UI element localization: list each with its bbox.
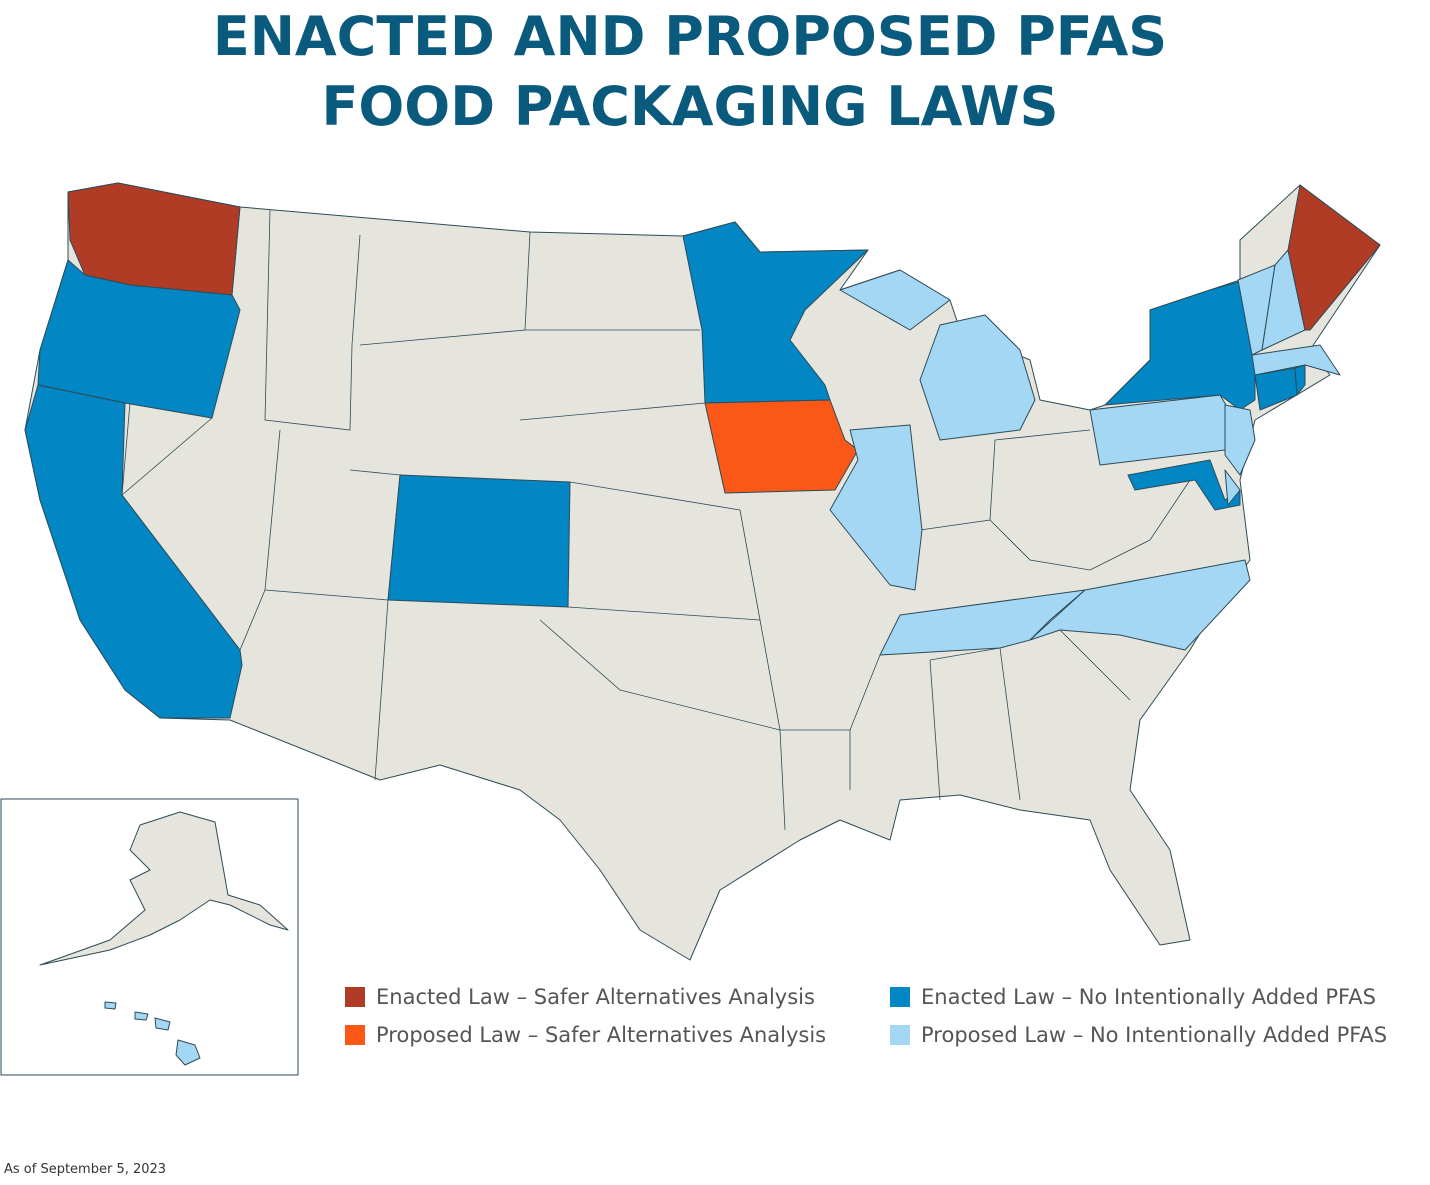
state	[24, 384, 243, 719]
note: As of September 5, 2023	[4, 1162, 166, 1177]
state	[1251, 344, 1341, 376]
us-outline	[24, 182, 1381, 961]
hawaii	[175, 1039, 201, 1066]
state	[37, 259, 241, 419]
legend-label: Proposed Law – No Intentionally Added PF…	[921, 1023, 1387, 1047]
state	[1224, 404, 1256, 476]
legend-swatch	[890, 1025, 910, 1045]
hawaii	[134, 1011, 149, 1021]
state	[839, 269, 951, 331]
state	[1287, 184, 1381, 331]
legend-swatch	[890, 987, 910, 1007]
state	[919, 314, 1036, 441]
state	[1127, 459, 1241, 511]
state	[682, 221, 869, 404]
title-line: ENACTED AND PROPOSED PFAS	[213, 5, 1167, 68]
legend-swatch	[345, 987, 365, 1007]
alaska	[39, 811, 289, 966]
legend-label: Enacted Law – Safer Alternatives Analysi…	[376, 985, 815, 1009]
state	[1224, 469, 1241, 506]
legend-swatch	[345, 1025, 365, 1045]
title-line: FOOD PACKAGING LAWS	[322, 75, 1059, 138]
state	[704, 399, 859, 494]
state	[1254, 367, 1298, 411]
legend-label: Enacted Law – No Intentionally Added PFA…	[921, 985, 1376, 1009]
state	[829, 424, 923, 591]
us-map	[24, 182, 1381, 961]
state	[1029, 559, 1251, 651]
hawaii	[154, 1017, 171, 1031]
state	[1104, 279, 1256, 411]
legend-label: Proposed Law – Safer Alternatives Analys…	[376, 1023, 826, 1047]
hawaii	[104, 1001, 117, 1010]
legend: Enacted Law – Safer Alternatives Analysi…	[345, 985, 1387, 1047]
state	[879, 589, 1086, 656]
state	[387, 474, 571, 608]
